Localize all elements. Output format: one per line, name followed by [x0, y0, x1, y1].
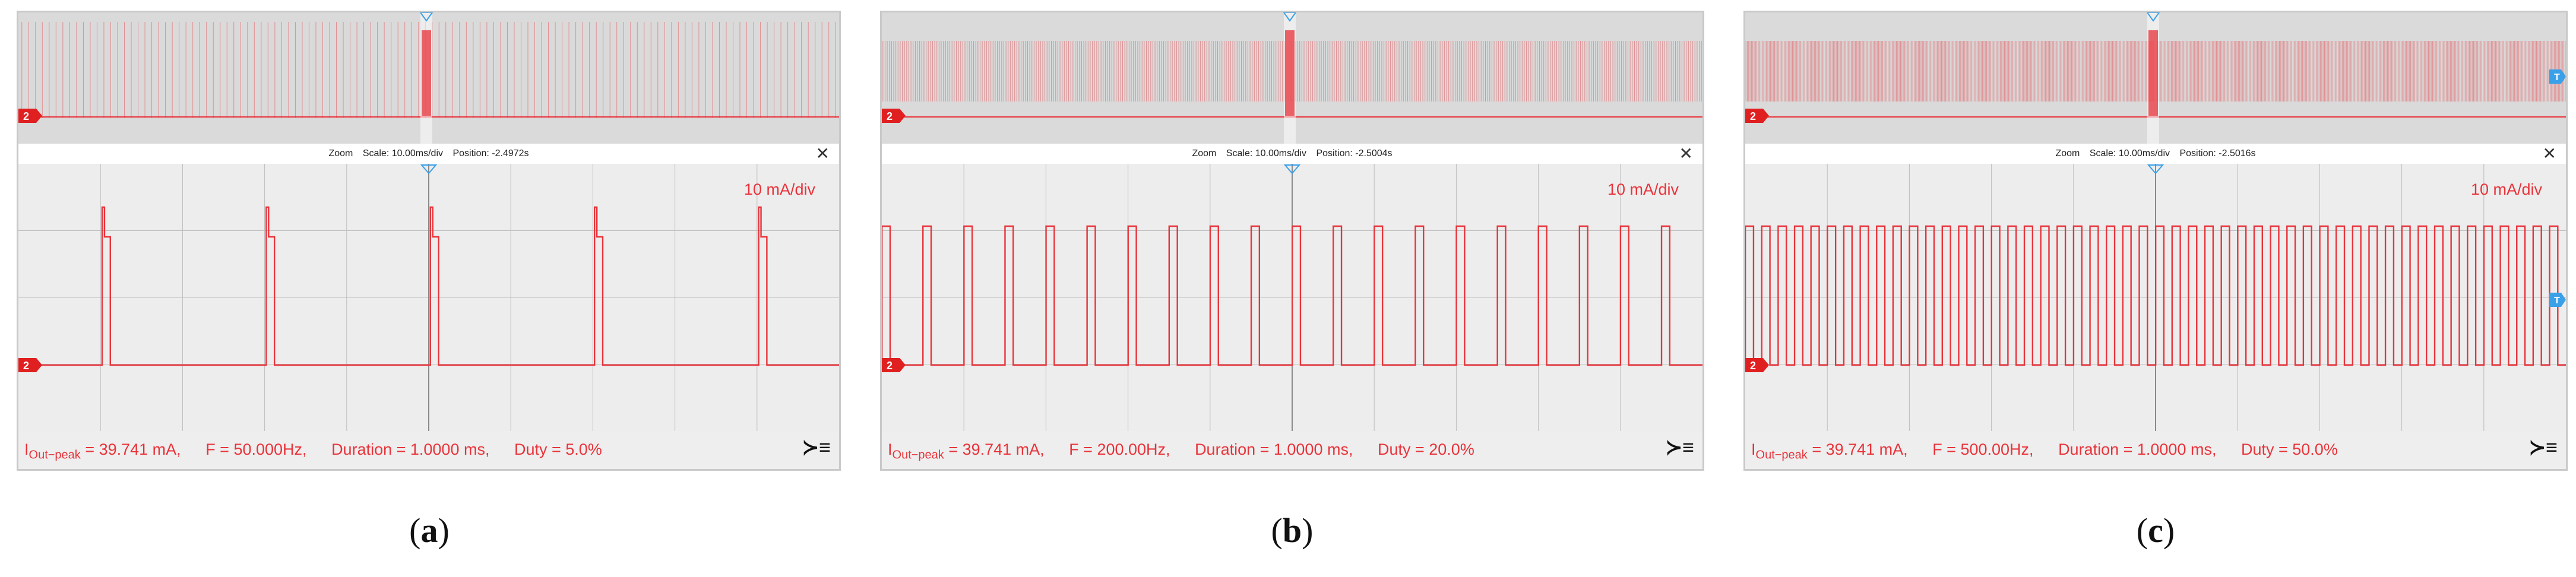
zoom-bar: Zoom Scale: 10.00ms/div Position: -2.501… — [1745, 144, 2566, 164]
waveform-trace — [882, 225, 1702, 366]
waveform-b: 22 — [882, 12, 1702, 431]
freq-value: F = 50.000Hz, — [205, 440, 307, 458]
menu-icon[interactable]: ≻≡ — [1665, 436, 1694, 459]
channel-number: 2 — [887, 360, 893, 372]
zoom-bar: Zoom Scale: 10.00ms/div Position: -2.497… — [18, 144, 839, 164]
trigger-level-marker — [2549, 293, 2566, 307]
trigger-position-marker — [420, 164, 438, 175]
trigger-label: T — [2554, 296, 2560, 306]
waveform-trace — [1745, 225, 2566, 366]
channel-marker-overview — [1745, 109, 1769, 123]
channel-number: 2 — [1750, 110, 1756, 122]
channel-marker — [882, 358, 906, 372]
caption-a: (a) — [409, 511, 450, 550]
zoom-position: Position: -2.4972s — [452, 148, 529, 158]
duration-value: Duration = 1.0000 ms, — [331, 440, 490, 458]
channel-marker-overview — [882, 109, 906, 123]
vertical-scale: 10 mA/div — [743, 180, 815, 198]
channel-marker-overview — [18, 109, 42, 123]
duty-value: Duty = 5.0% — [514, 440, 602, 458]
trigger-position-marker — [1283, 12, 1297, 22]
i-value: = 39.741 mA, — [944, 440, 1045, 458]
zoom-position: Position: -2.5004s — [1316, 148, 1393, 158]
vertical-scale: 10 mA/div — [1607, 180, 1679, 198]
trigger-position-marker — [1283, 164, 1301, 175]
close-icon[interactable]: ✕ — [2542, 144, 2556, 163]
freq-value: F = 200.00Hz, — [1069, 440, 1170, 458]
zoom-bar: Zoom Scale: 10.00ms/div Position: -2.500… — [882, 144, 1702, 164]
vertical-scale: 10 mA/div — [2470, 180, 2542, 198]
i-prefix: I — [888, 440, 893, 458]
zoom-label: Zoom — [2055, 148, 2080, 158]
waveform-a: 22 — [18, 12, 839, 431]
zoom-position: Position: -2.5016s — [2179, 148, 2256, 158]
close-icon[interactable]: ✕ — [1679, 144, 1693, 163]
zoom-scale: Scale: 10.00ms/div — [362, 148, 443, 158]
channel-marker — [1745, 358, 1769, 372]
i-sub: Out−peak — [892, 448, 944, 461]
duration-value: Duration = 1.0000 ms, — [2058, 440, 2217, 458]
measurement-readout: IOut−peak = 39.741 mA, F = 200.00Hz, Dur… — [888, 440, 1474, 462]
channel-number: 2 — [23, 360, 29, 372]
channel-number: 2 — [23, 110, 29, 122]
caption-c: (c) — [2136, 511, 2175, 550]
i-sub: Out−peak — [29, 448, 81, 461]
i-prefix: I — [1751, 440, 1756, 458]
menu-icon[interactable]: ≻≡ — [2528, 436, 2558, 459]
close-icon[interactable]: ✕ — [815, 144, 830, 163]
trigger-position-marker — [2147, 164, 2164, 175]
measurement-readout: IOut−peak = 39.741 mA, F = 50.000Hz, Dur… — [24, 440, 602, 462]
duty-value: Duty = 50.0% — [2240, 440, 2338, 458]
zoom-label: Zoom — [1192, 148, 1217, 158]
measurement-readout: IOut−peak = 39.741 mA, F = 500.00Hz, Dur… — [1751, 440, 2338, 462]
freq-value: F = 500.00Hz, — [1932, 440, 2034, 458]
i-prefix: I — [24, 440, 29, 458]
duration-value: Duration = 1.0000 ms, — [1195, 440, 1353, 458]
waveform-c: 2 2 T T — [1745, 12, 2566, 431]
trigger-level-marker — [2549, 69, 2566, 84]
channel-number: 2 — [887, 110, 893, 122]
waveform-trace — [18, 206, 839, 366]
duty-value: Duty = 20.0% — [1377, 440, 1474, 458]
i-sub: Out−peak — [1755, 448, 1808, 461]
trigger-position-marker — [419, 12, 433, 22]
caption-b: (b) — [1271, 511, 1314, 550]
trigger-position-marker — [2146, 12, 2160, 22]
zoom-scale: Scale: 10.00ms/div — [2089, 148, 2170, 158]
channel-marker — [18, 358, 42, 372]
trigger-label: T — [2554, 72, 2560, 83]
zoom-label: Zoom — [328, 148, 353, 158]
i-value: = 39.741 mA, — [1807, 440, 1908, 458]
menu-icon[interactable]: ≻≡ — [802, 436, 831, 459]
scope-panel-c: 2 2 T T Zoom Scale: 10.00ms/div Position: -… — [1743, 11, 2568, 471]
i-value: = 39.741 mA, — [80, 440, 181, 458]
channel-number: 2 — [1750, 360, 1756, 372]
zoom-scale: Scale: 10.00ms/div — [1226, 148, 1306, 158]
